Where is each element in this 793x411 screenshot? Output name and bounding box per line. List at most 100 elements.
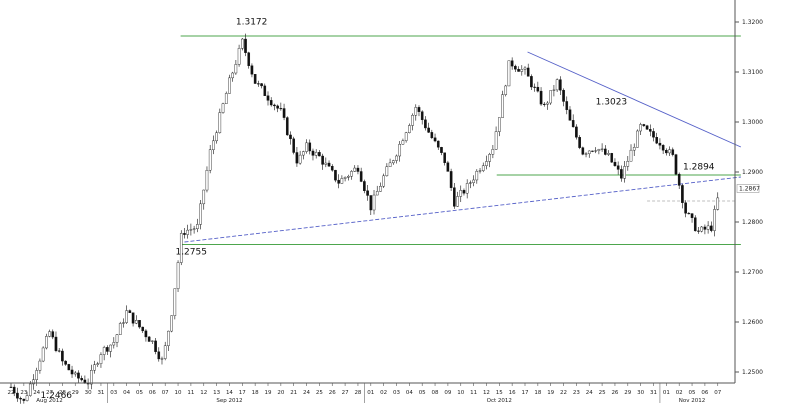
candle-body [102, 347, 106, 355]
candle-body [571, 120, 575, 128]
candle-body [514, 65, 517, 70]
x-tick-label: 21 [290, 390, 297, 396]
month-label: Aug 2012 [36, 398, 63, 404]
candle-body [517, 68, 520, 72]
x-tick-label: 10 [175, 390, 182, 396]
candle-body [157, 351, 161, 360]
candle-body [546, 102, 549, 105]
month-label: Nov 2012 [679, 398, 705, 404]
candle-body [581, 147, 585, 155]
candle-body [234, 64, 238, 74]
y-tick-label: 1.3100 [742, 69, 763, 76]
x-tick-label: 24 [33, 390, 40, 396]
candle-body [196, 224, 199, 230]
rising-trend-line [184, 176, 741, 243]
candle-body [282, 108, 286, 118]
x-tick-label: 05 [419, 390, 426, 396]
x-tick-label: 01 [367, 390, 374, 396]
x-tick-label: 05 [136, 390, 143, 396]
candle-body [67, 364, 71, 371]
month-label: Oct 2012 [487, 398, 512, 404]
candle-body [594, 150, 597, 152]
candle-body [626, 161, 630, 167]
candle-body [446, 162, 450, 172]
candle-body [295, 152, 299, 164]
candle-body [523, 67, 527, 70]
last-price-label: 1.2867 [739, 186, 760, 193]
candle-body [311, 150, 315, 156]
candle-body [138, 320, 141, 328]
candle-body [417, 107, 421, 112]
candle-body [597, 149, 601, 151]
candle-body [716, 197, 720, 210]
candle-body [321, 155, 324, 165]
candle-body [632, 147, 636, 151]
candle-body [96, 363, 100, 365]
candle-body [231, 72, 234, 79]
candle-body [661, 145, 665, 151]
candle-body [12, 386, 16, 394]
last-price-box [736, 184, 760, 193]
candle-body [359, 171, 363, 182]
candle-body [552, 89, 556, 91]
candle-body [308, 142, 312, 152]
candle-body [327, 162, 331, 167]
candle-body [613, 161, 617, 166]
candle-body [90, 370, 93, 385]
candle-body [668, 149, 671, 154]
candle-body [350, 171, 353, 177]
candle-body [607, 153, 610, 155]
candle-body [57, 350, 61, 352]
candle-body [610, 153, 614, 163]
candle-body [93, 364, 96, 371]
candle-body [276, 105, 279, 109]
candle-body [45, 336, 48, 349]
candle-body [665, 150, 668, 154]
candle-body [401, 140, 405, 145]
candle-body [173, 288, 177, 316]
x-tick-label: 09 [444, 390, 451, 396]
candle-body [436, 140, 440, 148]
x-tick-label: 24 [303, 390, 310, 396]
x-tick-label: 02 [676, 390, 683, 396]
x-tick-label: 31 [97, 390, 104, 396]
candle-body [706, 225, 710, 230]
candle-body [212, 140, 215, 150]
candle-body [215, 132, 218, 142]
candle-body [192, 228, 196, 230]
candle-body [250, 65, 254, 75]
candle-body [22, 398, 26, 401]
candle-body [38, 360, 42, 371]
candle-body [645, 125, 649, 130]
candle-body [636, 130, 639, 148]
candle-body [128, 310, 132, 313]
candle-body [25, 395, 29, 401]
candle-body [112, 342, 116, 346]
price-annotation: 1.3172 [236, 18, 268, 28]
candle-body [565, 101, 569, 110]
candle-body [340, 178, 344, 184]
x-tick-label: 12 [483, 390, 490, 396]
candle-body [488, 154, 491, 162]
candle-body [549, 90, 552, 104]
candle-body [54, 336, 58, 351]
candle-body [147, 336, 151, 342]
candle-body [347, 176, 350, 178]
candle-body [604, 148, 607, 155]
candle-body [48, 331, 51, 337]
candle-body [658, 142, 662, 146]
candle-body [671, 149, 675, 155]
x-tick-label: 20 [277, 390, 284, 396]
price-annotation: 1.2894 [683, 163, 715, 173]
x-tick-label: 07 [162, 390, 169, 396]
candle-body [575, 126, 578, 138]
candle-body [388, 162, 392, 167]
candle-body [379, 186, 382, 192]
candle-body [202, 189, 206, 205]
candle-body [395, 155, 398, 161]
candle-body [64, 360, 67, 365]
candle-body [424, 119, 427, 129]
candle-body [77, 372, 80, 379]
candle-body [269, 100, 273, 106]
candle-body [186, 229, 189, 235]
